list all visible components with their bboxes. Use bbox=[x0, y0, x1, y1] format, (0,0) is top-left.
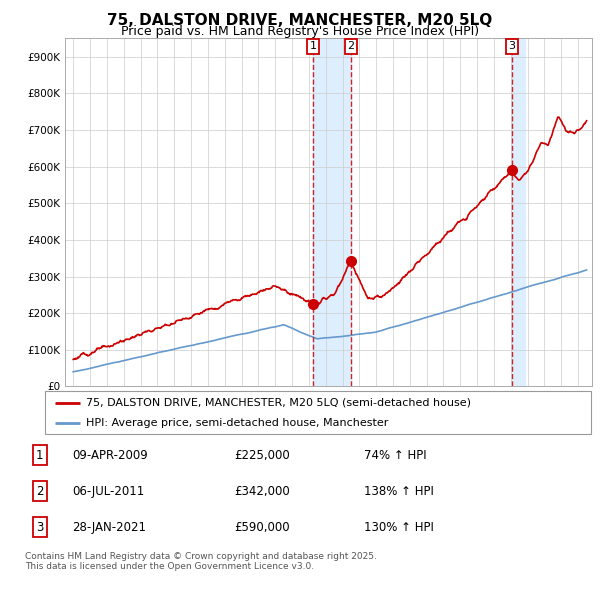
Text: Contains HM Land Registry data © Crown copyright and database right 2025.
This d: Contains HM Land Registry data © Crown c… bbox=[25, 552, 377, 571]
Text: 1: 1 bbox=[36, 448, 44, 461]
Text: 3: 3 bbox=[509, 41, 515, 51]
Text: 09-APR-2009: 09-APR-2009 bbox=[72, 448, 148, 461]
Text: 2: 2 bbox=[36, 484, 44, 498]
Text: 75, DALSTON DRIVE, MANCHESTER, M20 5LQ: 75, DALSTON DRIVE, MANCHESTER, M20 5LQ bbox=[107, 13, 493, 28]
Text: 130% ↑ HPI: 130% ↑ HPI bbox=[364, 521, 434, 534]
Text: £225,000: £225,000 bbox=[234, 448, 290, 461]
Text: Price paid vs. HM Land Registry's House Price Index (HPI): Price paid vs. HM Land Registry's House … bbox=[121, 25, 479, 38]
Text: 28-JAN-2021: 28-JAN-2021 bbox=[72, 521, 146, 534]
Text: 1: 1 bbox=[310, 41, 317, 51]
Text: 74% ↑ HPI: 74% ↑ HPI bbox=[364, 448, 427, 461]
Bar bbox=[512, 38, 525, 386]
Text: 2: 2 bbox=[347, 41, 355, 51]
Text: HPI: Average price, semi-detached house, Manchester: HPI: Average price, semi-detached house,… bbox=[86, 418, 388, 428]
Text: 138% ↑ HPI: 138% ↑ HPI bbox=[364, 484, 434, 498]
Text: 75, DALSTON DRIVE, MANCHESTER, M20 5LQ (semi-detached house): 75, DALSTON DRIVE, MANCHESTER, M20 5LQ (… bbox=[86, 398, 471, 408]
Text: £590,000: £590,000 bbox=[234, 521, 289, 534]
Bar bbox=[313, 38, 351, 386]
Text: 06-JUL-2011: 06-JUL-2011 bbox=[72, 484, 145, 498]
Text: 3: 3 bbox=[36, 521, 44, 534]
FancyBboxPatch shape bbox=[45, 391, 591, 434]
Text: £342,000: £342,000 bbox=[234, 484, 290, 498]
